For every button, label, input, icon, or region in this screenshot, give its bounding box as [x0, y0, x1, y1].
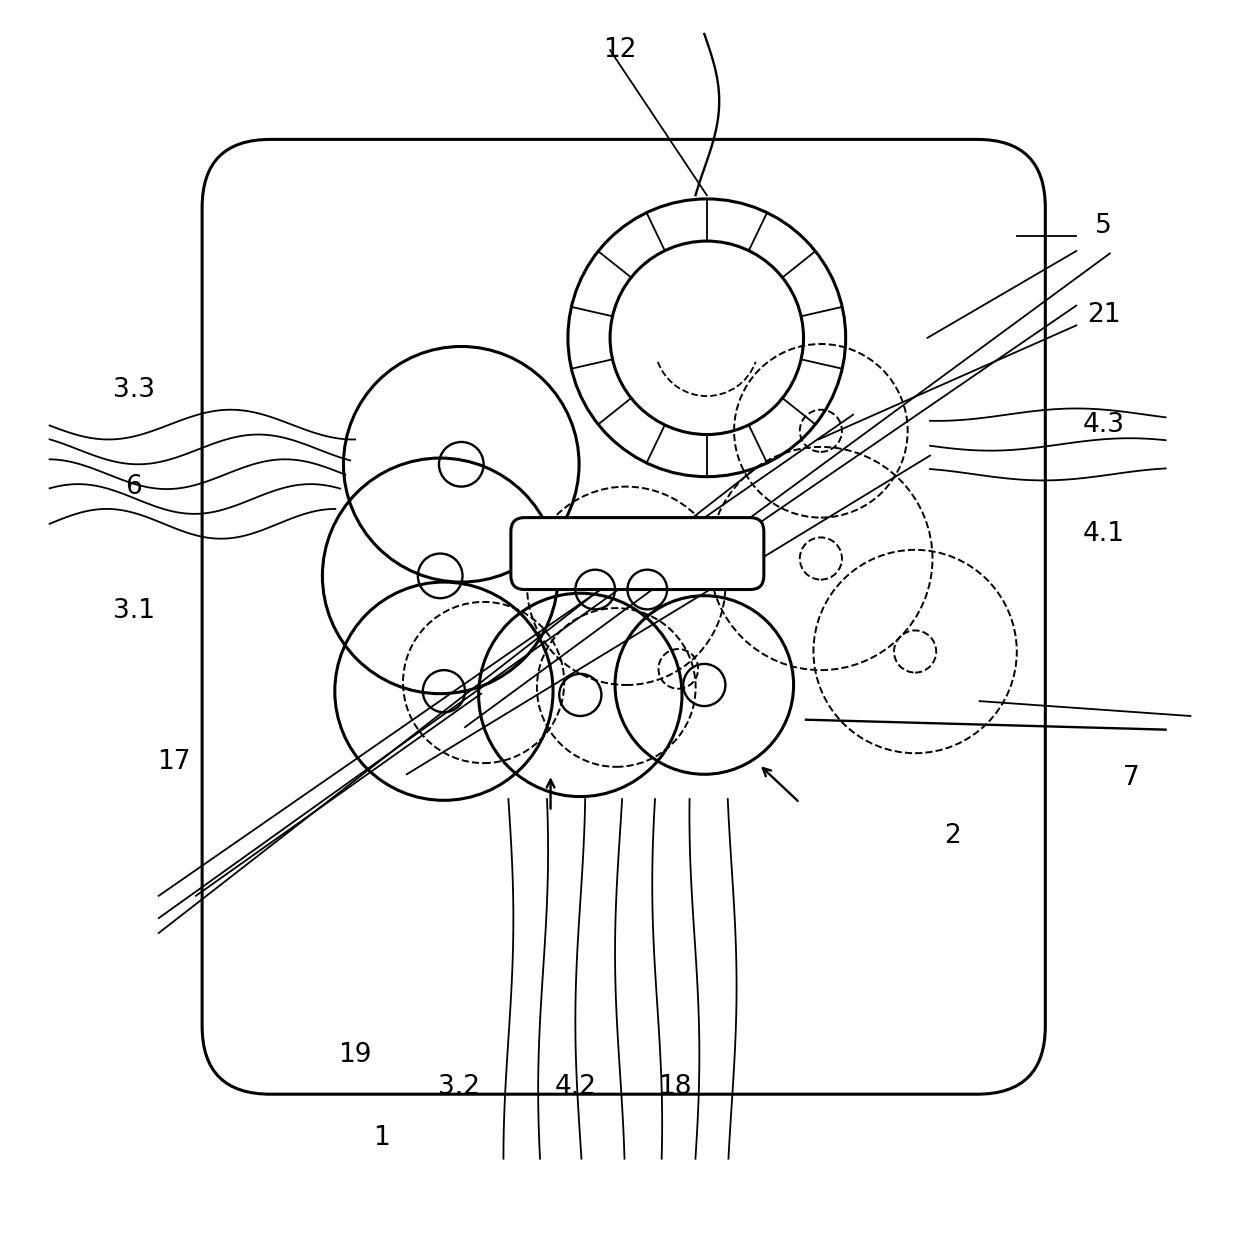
Text: 19: 19 — [337, 1042, 372, 1068]
Text: 3.1: 3.1 — [113, 598, 155, 623]
Text: 3.3: 3.3 — [113, 376, 155, 402]
Text: 1: 1 — [373, 1125, 391, 1150]
Text: 21: 21 — [1086, 303, 1121, 329]
Text: 4.2: 4.2 — [554, 1074, 596, 1100]
Text: 2: 2 — [944, 824, 961, 850]
Text: 4.3: 4.3 — [1083, 411, 1125, 437]
Text: 12: 12 — [603, 37, 637, 64]
Text: 3.2: 3.2 — [438, 1074, 480, 1100]
Text: 7: 7 — [1122, 765, 1140, 791]
Text: 17: 17 — [156, 749, 191, 775]
FancyBboxPatch shape — [202, 140, 1045, 1094]
Text: 18: 18 — [657, 1074, 692, 1100]
Text: 4.1: 4.1 — [1083, 521, 1125, 547]
Text: 5: 5 — [1095, 213, 1112, 239]
Text: 6: 6 — [125, 473, 143, 500]
FancyBboxPatch shape — [511, 517, 764, 589]
